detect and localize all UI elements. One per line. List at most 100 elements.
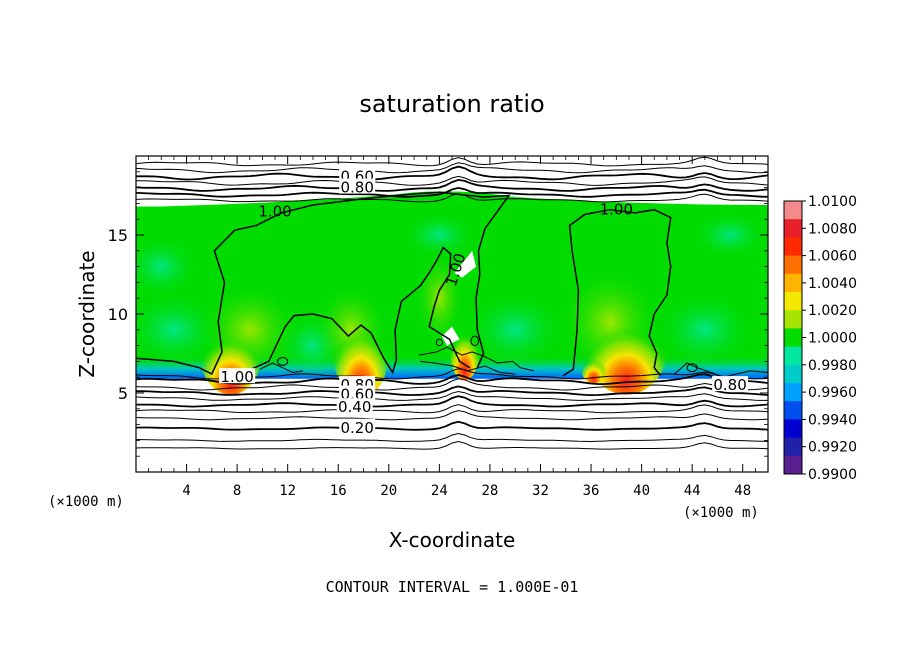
contour-level-0.20: [136, 420, 768, 431]
colorbar-tick-label: 1.0060: [808, 249, 857, 265]
contour-label-text: 0.20: [340, 419, 373, 437]
field-warm-patch-2: [414, 250, 465, 346]
colorbar-swatch-12: [784, 419, 802, 439]
contour-label-text: 1.00: [600, 201, 633, 219]
colorbar-swatch-10: [784, 383, 802, 402]
x-tick-label: 44: [684, 483, 701, 499]
contour-label-bg: [336, 398, 373, 414]
contour-small-loop-0: [277, 356, 289, 366]
colorbar: [783, 200, 803, 475]
contour-level-0.80-upper: [136, 178, 768, 192]
colorbar-swatch-5: [784, 292, 802, 311]
field-hot-spot-3: [449, 317, 480, 381]
contour-label-5: 1.00: [219, 368, 256, 386]
contour-label-bg: [219, 368, 256, 384]
contour-saturation-4: [419, 346, 535, 372]
colorbar-tick-label: 0.9900: [808, 467, 857, 483]
colorbar-swatch-4: [784, 273, 802, 293]
colorbar-tick-label: 1.0100: [808, 194, 857, 210]
x-axis-ticks: 4 8 12 16 20 24 28 32 36 40 44 48: [148, 156, 756, 499]
contour-label-2: 1.00: [258, 202, 291, 220]
x-tick-label: 36: [583, 483, 600, 499]
x-tick-label: 16: [330, 483, 347, 499]
contour-low-3: [136, 410, 768, 421]
field-white-gap-1: [441, 326, 460, 346]
colorbar-swatch-11: [784, 401, 802, 420]
contour-low-1: [136, 440, 768, 450]
contour-small-loop-2: [686, 363, 698, 373]
colorbar-swatch-7: [784, 328, 802, 348]
colorbar-tick-label: 0.9960: [808, 385, 857, 401]
contour-low-5: [136, 390, 768, 401]
contour-label-text: 0.80: [713, 376, 746, 394]
y-axis-label: Z-coordinate: [75, 250, 99, 377]
colorbar-swatch-1: [784, 219, 802, 238]
field-white-gap-0: [454, 250, 476, 278]
contour-label-9: 0.20: [339, 418, 376, 437]
contour-low-2: [136, 432, 768, 443]
x-tick-label: 48: [734, 483, 751, 499]
y-tick-label: 5: [118, 384, 128, 403]
field-cool-patch-3: [654, 290, 756, 370]
contour-label-text: 1.00: [220, 368, 253, 386]
colorbar-swatch-9: [784, 364, 802, 384]
y-tick-label: 15: [108, 226, 128, 245]
colorbar-swatch-0: [784, 201, 802, 220]
colorbar-tick-label: 0.9940: [808, 412, 857, 428]
field-cool-patch-2: [464, 290, 566, 370]
x-tick-label: 8: [233, 483, 241, 499]
x-unit-left: (×1000 m): [48, 494, 124, 510]
field-top-dome: [136, 191, 768, 210]
saturation-field: [136, 191, 768, 398]
contour-up-1: [136, 193, 768, 203]
contour-label-text: 0.80: [340, 179, 373, 197]
contour-low-6: [136, 378, 768, 391]
contour-label-text: 1.00: [258, 202, 291, 220]
colorbar-swatch-14: [784, 455, 802, 475]
field-cool-patch-5: [401, 211, 478, 259]
colorbar-tick-label: 0.9980: [808, 358, 857, 374]
contour-level-0.60-upper: [136, 165, 768, 181]
colorbar-swatch-3: [784, 255, 802, 275]
colorbar-tick-label: 1.0000: [808, 331, 857, 347]
field-hot-spot-4: [580, 351, 607, 384]
contour-label-bg: [339, 385, 376, 401]
x-tick-label: 12: [279, 483, 296, 499]
chart-title: saturation ratio: [359, 90, 544, 118]
field-cool-patch-4: [136, 235, 200, 299]
contour-interval-footer: CONTOUR INTERVAL = 1.000E-01: [326, 578, 579, 596]
contour-label-text: 0.40: [338, 398, 371, 416]
contour-saturation-1: [246, 246, 471, 375]
contour-label-bg: [339, 178, 376, 194]
x-tick-label: 28: [481, 483, 498, 499]
y-tick-label: 10: [108, 305, 128, 324]
contour-level-0.60: [136, 385, 768, 397]
contour-level-0.80: [136, 373, 768, 386]
contour-level-0.40: [136, 395, 768, 408]
contour-saturation-6: [259, 362, 303, 374]
contour-saturation-3: [674, 362, 768, 378]
colorbar-tick-label: 1.0080: [808, 221, 857, 237]
x-axis-label: X-coordinate: [389, 528, 516, 552]
contour-label-8: 0.40: [336, 398, 373, 416]
x-tick-label: 4: [182, 483, 190, 499]
contour-up-2: [136, 186, 768, 198]
contour-small-loop-3: [470, 335, 480, 347]
contour-up-3: [136, 175, 768, 186]
contour-saturation-5: [420, 360, 516, 375]
colorbar-labels: 1.0100 1.0080 1.0060 1.0040 1.0020 1.0000 0.99…: [802, 194, 857, 483]
contour-label-1: 0.80: [339, 178, 376, 197]
contour-label-bg: [712, 376, 749, 392]
colorbar-swatch-8: [784, 346, 802, 366]
colorbar-tick-label: 1.0020: [808, 303, 857, 319]
colorbar-tick-label: 1.0040: [808, 276, 857, 292]
field-cool-patch-6: [692, 211, 768, 259]
colorbar-swatch-13: [784, 437, 802, 457]
y-axis-ticks: 5 10 15: [108, 171, 768, 457]
x-tick-label: 40: [633, 483, 650, 499]
colorbar-tick-label: 0.9920: [808, 440, 857, 456]
contour-label-3: 1.00: [600, 201, 633, 219]
x-tick-label: 20: [380, 483, 397, 499]
contour-small-loop-1: [435, 338, 444, 347]
